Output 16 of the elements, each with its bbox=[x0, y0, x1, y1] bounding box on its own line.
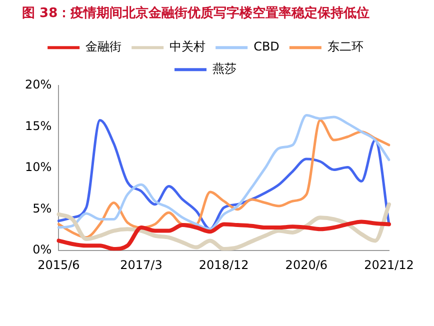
y-tick-label: 0% bbox=[32, 242, 52, 257]
legend-label: 东二环 bbox=[327, 40, 364, 54]
legend-label: CBD bbox=[254, 40, 280, 54]
x-tick-label: 2015/6 bbox=[38, 258, 80, 272]
x-tick-label: 2018/12 bbox=[198, 258, 249, 272]
legend-label: 金融街 bbox=[86, 40, 122, 54]
legend-label: 燕莎 bbox=[212, 62, 236, 76]
y-tick-label: 15% bbox=[25, 118, 52, 133]
y-tick-label: 10% bbox=[25, 160, 52, 174]
x-tick-label: 2017/3 bbox=[120, 258, 162, 272]
y-tick-label: 5% bbox=[32, 201, 52, 216]
legend-label: 中关村 bbox=[170, 40, 206, 54]
y-tick-label: 20% bbox=[25, 78, 52, 92]
chart-title: 图 38：疫情期间北京金融街优质写字楼空置率稳定保持低位 bbox=[22, 5, 370, 22]
x-tick-label: 2020/6 bbox=[285, 258, 328, 272]
x-tick-label: 2021/12 bbox=[364, 258, 414, 272]
